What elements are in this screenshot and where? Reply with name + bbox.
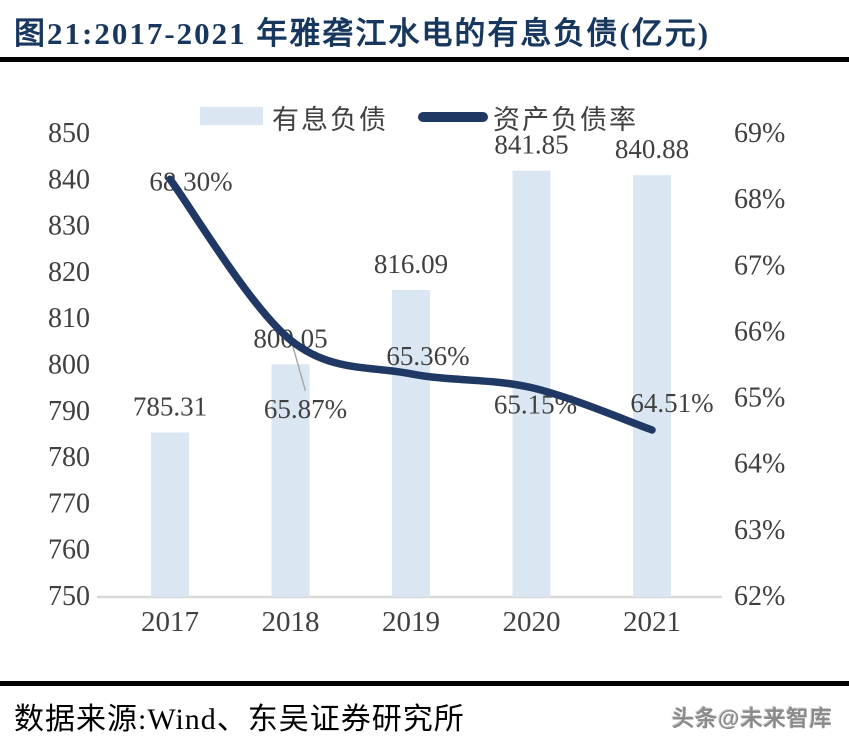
leader-line	[291, 344, 307, 392]
axis-tick-left: 810	[48, 303, 90, 334]
bar-2017	[151, 432, 189, 597]
axis-tick-left: 750	[48, 581, 90, 612]
title-divider-rule	[0, 57, 849, 62]
axis-tick-right: 63%	[734, 515, 785, 546]
axis-tick-left: 800	[48, 350, 90, 381]
axis-tick-left: 790	[48, 396, 90, 427]
axis-tick-left: 850	[48, 118, 90, 149]
x-axis-label: 2018	[262, 606, 320, 638]
axis-tick-left: 830	[48, 211, 90, 242]
debt-ratio-line	[166, 175, 656, 434]
axis-tick-right: 67%	[734, 250, 785, 281]
chart-canvas: 850 840 830 820 810 800 790 780 770 760 750 69% 68% 6…	[48, 118, 785, 638]
legend-bar-swatch	[200, 107, 263, 125]
bar-value-label: 840.88	[615, 134, 689, 164]
legend-bar-label: 有息负债	[272, 105, 388, 135]
axis-tick-right: 65%	[734, 383, 785, 414]
axis-tick-left: 760	[48, 535, 90, 566]
axis-tick-right: 64%	[734, 449, 785, 480]
x-axis-label: 2017	[141, 606, 199, 638]
x-axis-label: 2021	[623, 606, 681, 638]
line-point-label: 65.87%	[264, 394, 347, 424]
line-point-label: 68.30%	[149, 166, 232, 196]
axis-tick-right: 66%	[734, 316, 785, 347]
line-point-label: 64.51%	[630, 388, 713, 418]
line-point-label: 65.36%	[386, 341, 469, 371]
legend-line-label: 资产负债率	[493, 105, 638, 135]
bar-2021	[633, 175, 671, 598]
figure-title: 图21:2017-2021 年雅砻江水电的有息负债(亿元)	[14, 16, 711, 51]
axis-tick-right: 62%	[734, 581, 785, 612]
axis-tick-left: 840	[48, 164, 90, 195]
axis-tick-left: 820	[48, 257, 90, 288]
data-source-text: 数据来源:Wind、东吴证券研究所	[14, 703, 465, 736]
axis-tick-left: 770	[48, 488, 90, 519]
watermark-text: 头条@未来智库	[672, 706, 833, 731]
axis-tick-right: 68%	[734, 184, 785, 215]
bar-2018	[271, 364, 310, 597]
bar-value-label: 816.09	[374, 249, 448, 279]
footer-divider-rule	[0, 681, 849, 686]
bar-value-label: 841.85	[494, 130, 568, 160]
axis-tick-left: 780	[48, 442, 90, 473]
legend-line-swatch	[418, 112, 488, 122]
x-axis-label: 2020	[503, 606, 561, 638]
x-axis-label: 2019	[382, 606, 440, 638]
bar-2019	[392, 290, 430, 597]
bar-value-label: 785.31	[133, 392, 207, 422]
axis-tick-right: 69%	[734, 118, 785, 149]
